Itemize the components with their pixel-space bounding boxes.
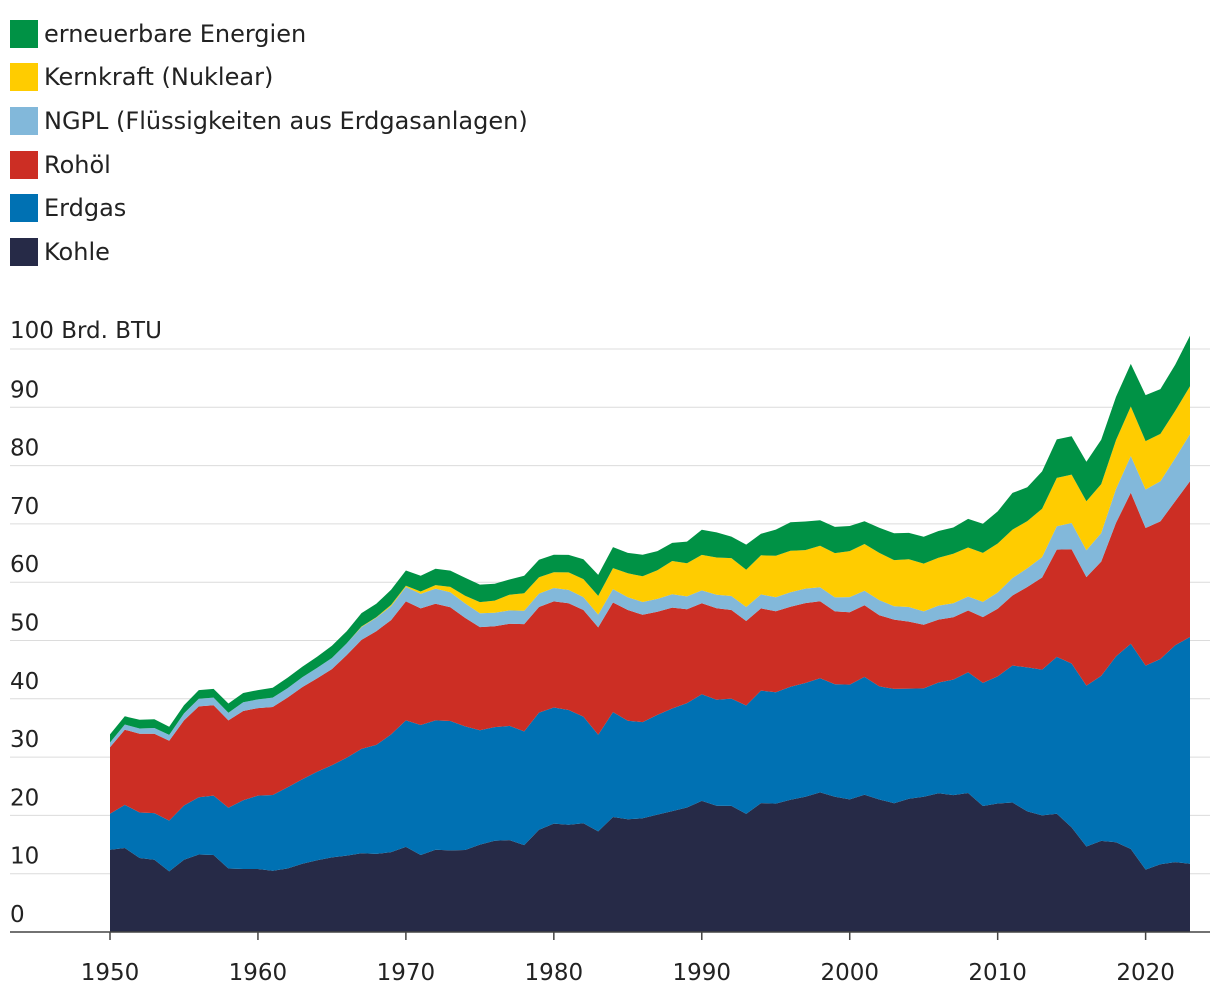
legend-label-rohoel: Rohöl [44, 150, 111, 179]
x-tick-label-2000: 2000 [820, 960, 879, 986]
legend-swatch-rohoel [10, 150, 38, 179]
x-tick-label-1970: 1970 [377, 960, 436, 986]
legend-swatch-erdgas [10, 194, 38, 223]
area-series [110, 335, 1190, 932]
legend-swatch-erneuerbare [10, 19, 38, 48]
y-tick-label-90: 90 [10, 377, 39, 403]
legend-swatch-kernkraft [10, 63, 38, 92]
x-tick-label-2010: 2010 [968, 960, 1027, 986]
y-tick-label-80: 80 [10, 436, 39, 462]
legend-label-kernkraft: Kernkraft (Nuklear) [44, 63, 274, 92]
y-tick-label-70: 70 [10, 494, 39, 520]
legend-item-erdgas: Erdgas [10, 186, 528, 230]
y-tick-label-0: 0 [10, 902, 25, 928]
x-tick-label-1950: 1950 [81, 960, 140, 986]
area-series-1 [110, 637, 1190, 872]
area-series-5 [110, 335, 1190, 743]
legend-swatch-kohle [10, 237, 38, 266]
legend-item-erneuerbare: erneuerbare Energien [10, 12, 528, 56]
axes: 0 10 20 30 40 50 60 70 80 90 1950 1960 1970 1980 1990 2… [10, 377, 1210, 986]
y-tick-label-10: 10 [10, 844, 39, 870]
legend-item-kernkraft: Kernkraft (Nuklear) [10, 56, 528, 100]
legend-label-erdgas: Erdgas [44, 194, 127, 223]
area-series-4 [110, 386, 1190, 743]
legend-label-ngpl: NGPL (Flüssigkeiten aus Erdgasanlagen) [44, 106, 528, 135]
legend-label-erneuerbare: erneuerbare Energien [44, 19, 307, 48]
x-tick-label-1980: 1980 [525, 960, 584, 986]
y-unit-label: 100 Brd. BTU [10, 318, 162, 344]
x-tick-label-1960: 1960 [229, 960, 288, 986]
area-series-2 [110, 481, 1190, 821]
legend-item-rohoel: Rohöl [10, 143, 528, 187]
y-tick-label-40: 40 [10, 669, 39, 695]
y-tick-label-20: 20 [10, 785, 39, 811]
y-tick-label-50: 50 [10, 611, 39, 637]
y-tick-label-60: 60 [10, 552, 39, 578]
legend-item-kohle: Kohle [10, 230, 528, 274]
legend: erneuerbare Energien Kernkraft (Nuklear)… [10, 12, 528, 274]
legend-swatch-ngpl [10, 106, 38, 135]
legend-item-ngpl: NGPL (Flüssigkeiten aus Erdgasanlagen) [10, 99, 528, 143]
legend-label-kohle: Kohle [44, 237, 110, 266]
area-series-0 [110, 792, 1190, 932]
x-tick-label-2020: 2020 [1116, 960, 1175, 986]
y-tick-label-30: 30 [10, 727, 39, 753]
x-tick-label-1990: 1990 [673, 960, 732, 986]
